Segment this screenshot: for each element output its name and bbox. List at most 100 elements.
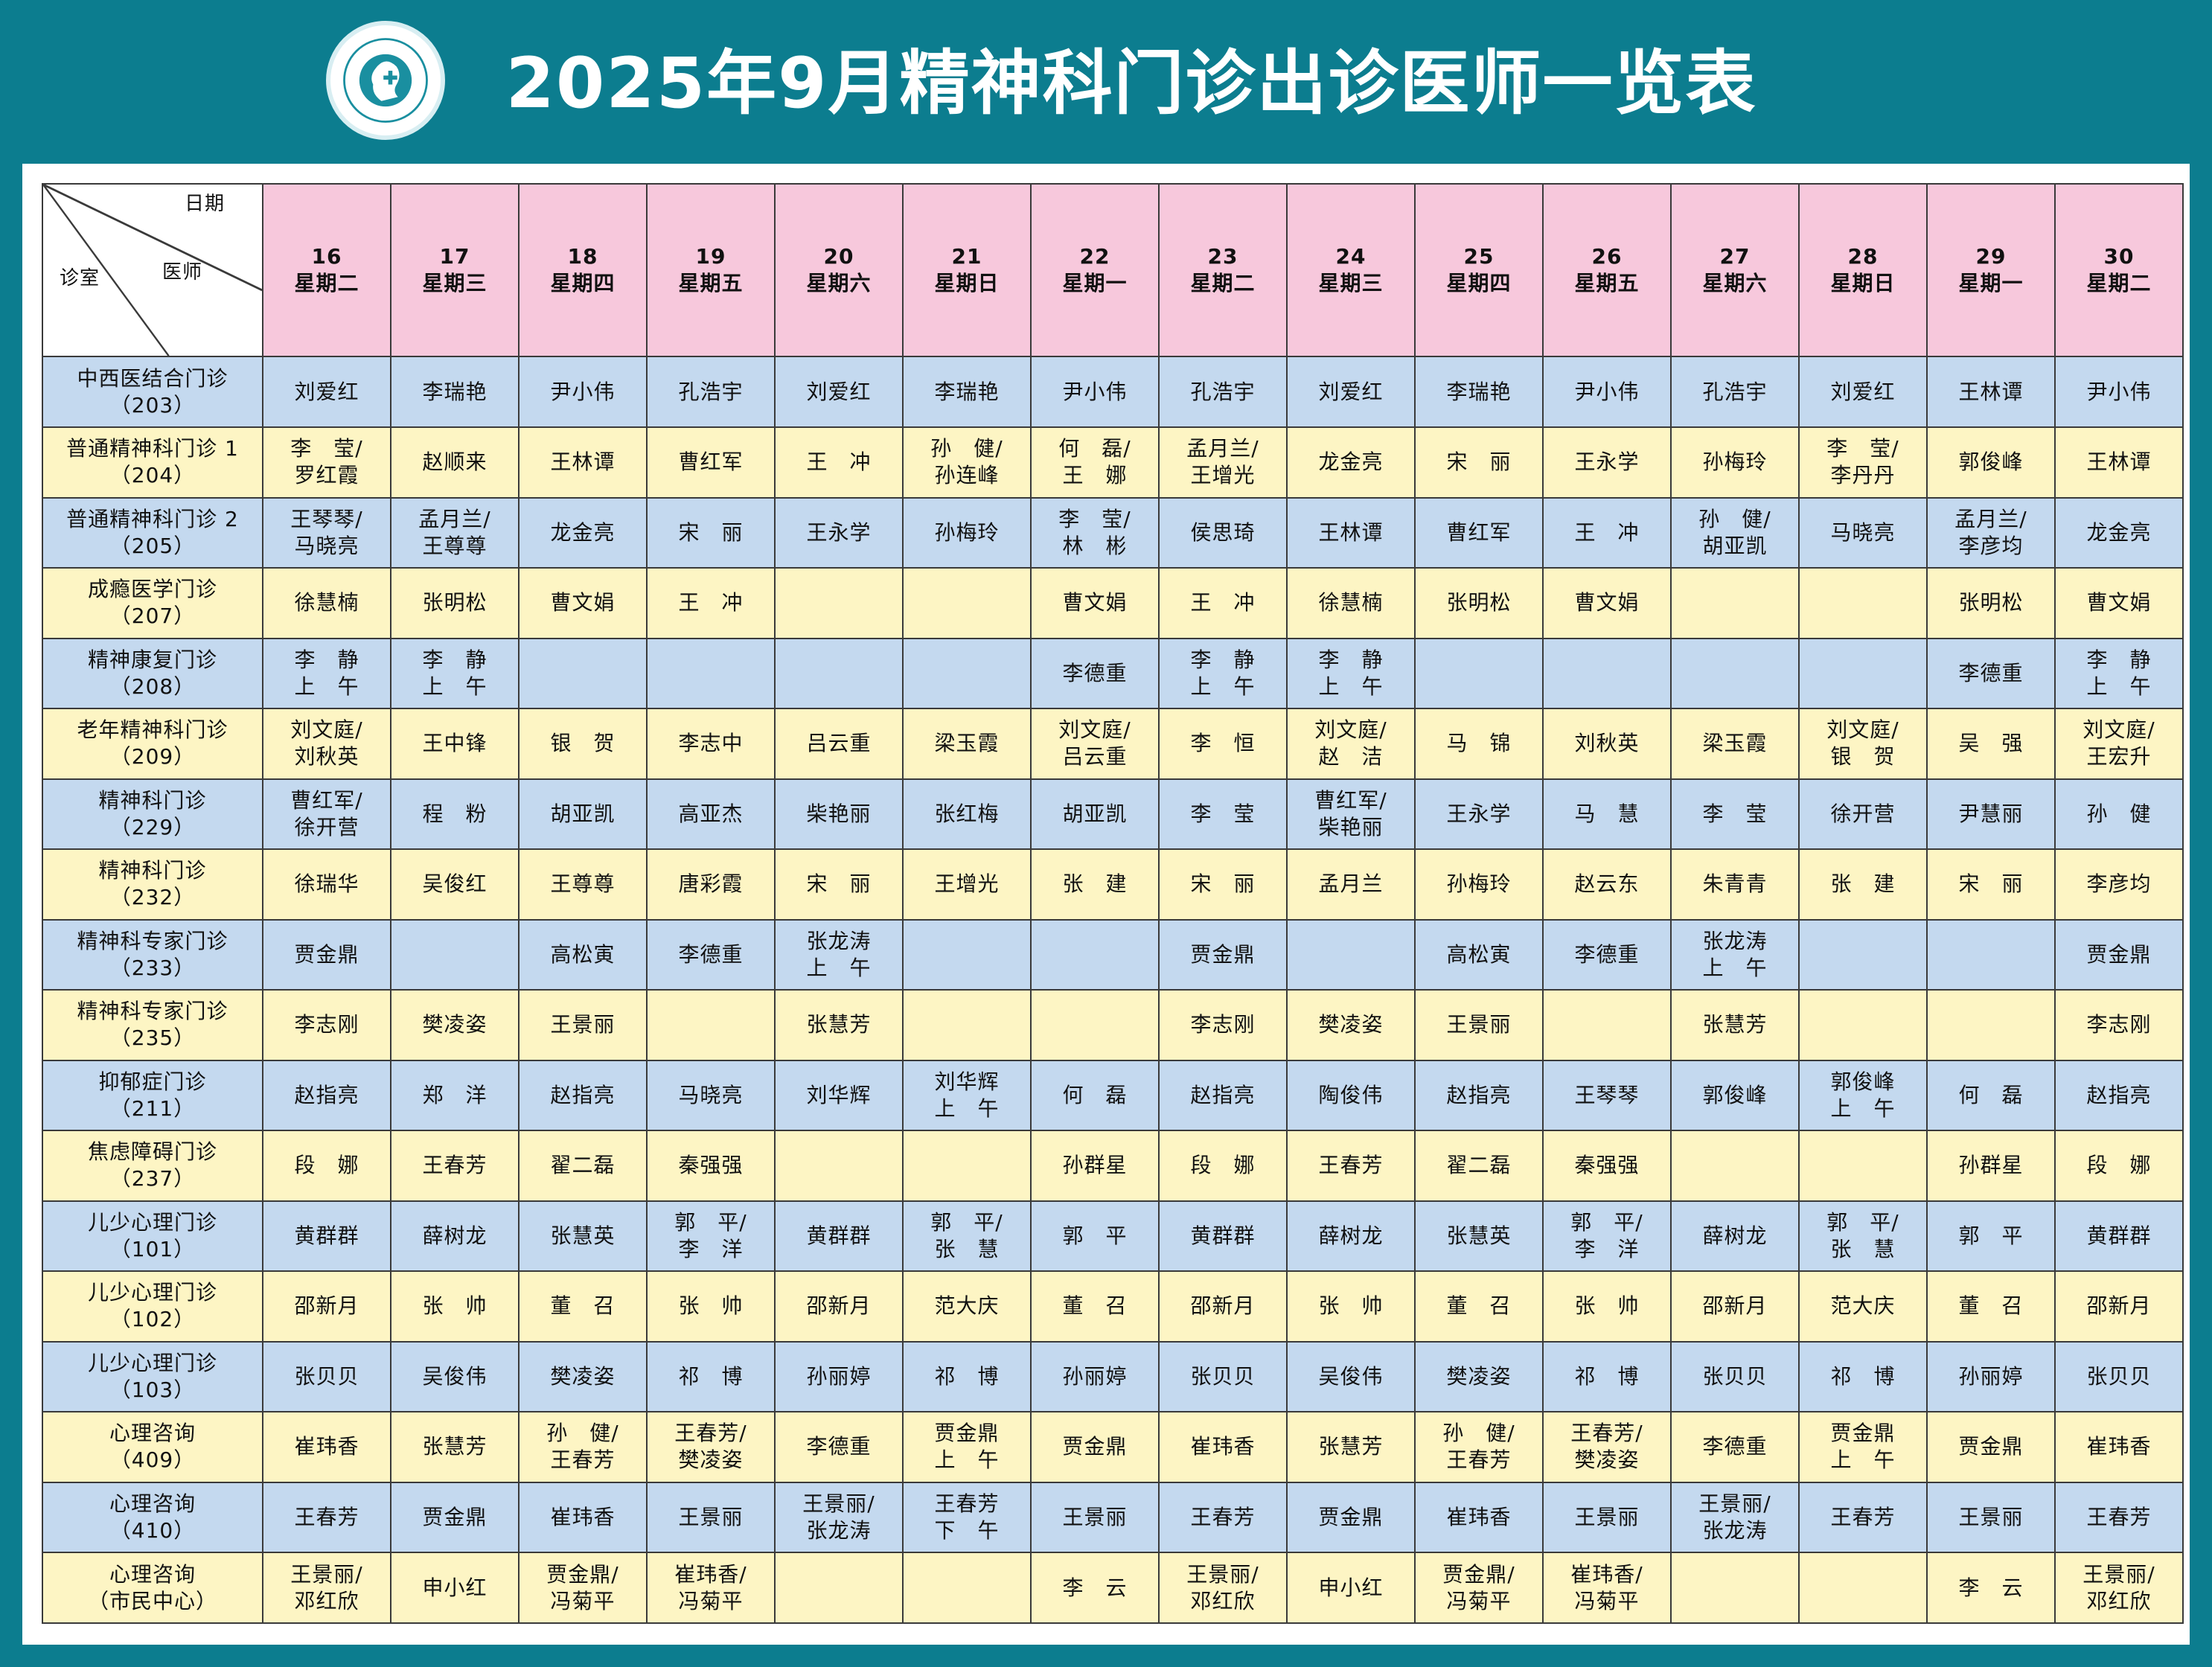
doctor-cell: 樊凌姿 <box>390 989 520 1061</box>
doctor-cell <box>1798 1130 1928 1202</box>
doctor-cell <box>1926 989 2056 1061</box>
doctor-cell: 马晓亮 <box>1798 496 1928 569</box>
day-number: 18 <box>567 244 598 269</box>
doctor-cell: 刘爱红 <box>1286 356 1416 428</box>
doctor-cell: 曹文娟 <box>1542 567 1672 639</box>
clinic-room-cell: 成瘾医学门诊 （207） <box>42 567 263 639</box>
doctor-cell: 银 贺 <box>518 708 648 780</box>
doctor-cell: 李 静 上 午 <box>390 637 520 710</box>
doctor-cell: 董 召 <box>1926 1270 2056 1343</box>
clinic-room-cell: 精神科门诊 （229） <box>42 778 263 851</box>
doctor-cell: 王景丽 <box>1542 1481 1672 1554</box>
doctor-cell <box>1670 1552 1800 1624</box>
doctor-cell: 张龙涛 上 午 <box>774 918 904 991</box>
doctor-cell: 孙群星 <box>1030 1130 1160 1202</box>
day-header: 20 星期六 <box>774 182 904 358</box>
doctor-cell: 尹慧丽 <box>1926 778 2056 851</box>
doctor-cell <box>1798 1552 1928 1624</box>
doctor-cell: 王春芳 <box>1798 1481 1928 1554</box>
doctor-cell: 崔玮香/ 冯菊平 <box>1542 1552 1672 1624</box>
doctor-cell: 郭 平/ 李 洋 <box>1542 1200 1672 1273</box>
doctor-cell: 王春芳 <box>262 1481 391 1554</box>
doctor-cell: 李德重 <box>1542 918 1672 991</box>
doctor-cell: 柴艳丽 <box>774 778 904 851</box>
corner-cell: 日期 医师 诊室 <box>42 182 263 358</box>
doctor-cell: 贾金鼎 <box>1158 918 1288 991</box>
doctor-cell: 段 娜 <box>1158 1130 1288 1202</box>
doctor-cell: 孙群星 <box>1926 1130 2056 1202</box>
table-row: 精神康复门诊 （208）李 静 上 午李 静 上 午李德重李 静 上 午李 静 … <box>42 637 2184 710</box>
doctor-cell <box>774 637 904 710</box>
doctor-cell: 王林谭 <box>518 426 648 499</box>
doctor-cell: 李德重 <box>774 1411 904 1483</box>
doctor-cell: 李 莹/ 林 彬 <box>1030 496 1160 569</box>
doctor-cell: 刘文庭/ 刘秋英 <box>262 708 391 780</box>
doctor-cell: 唐彩霞 <box>646 848 776 921</box>
doctor-cell: 张 帅 <box>1286 1270 1416 1343</box>
doctor-cell: 范大庆 <box>1798 1270 1928 1343</box>
table-row: 心理咨询 （市民中心） 王景丽/ 邓红欣 申小红 贾金鼎/ 冯菊平 崔玮香/ 冯菊平李 … <box>42 1552 2184 1624</box>
doctor-cell: 吕云重 <box>774 708 904 780</box>
doctor-cell: 申小红 <box>1286 1552 1416 1624</box>
doctor-cell: 宋 丽 <box>1158 848 1288 921</box>
doctor-cell: 曹红军 <box>646 426 776 499</box>
day-number: 24 <box>1335 244 1366 269</box>
doctor-cell <box>1798 637 1928 710</box>
doctor-cell: 郭 平 <box>1030 1200 1160 1273</box>
doctor-cell: 邵新月 <box>2054 1270 2184 1343</box>
doctor-cell: 李 莹 <box>1670 778 1800 851</box>
day-number: 23 <box>1207 244 1238 269</box>
doctor-cell: 梁玉霞 <box>902 708 1032 780</box>
doctor-cell: 曹红军/ 柴艳丽 <box>1286 778 1416 851</box>
clinic-room-cell: 儿少心理门诊 （103） <box>42 1340 263 1413</box>
doctor-cell: 赵顺来 <box>390 426 520 499</box>
doctor-cell: 张 帅 <box>1542 1270 1672 1343</box>
doctor-cell: 邵新月 <box>262 1270 391 1343</box>
doctor-cell: 王春芳 <box>390 1130 520 1202</box>
doctor-cell: 胡亚凯 <box>518 778 648 851</box>
doctor-cell: 崔玮香 <box>262 1411 391 1483</box>
doctor-cell: 曹文娟 <box>2054 567 2184 639</box>
doctor-cell: 孙丽婷 <box>1926 1340 2056 1413</box>
doctor-cell: 郭 平/ 张 慧 <box>902 1200 1032 1273</box>
doctor-cell: 赵指亮 <box>262 1059 391 1132</box>
doctor-cell: 孙丽婷 <box>774 1340 904 1413</box>
doctor-cell: 刘爱红 <box>774 356 904 428</box>
doctor-cell: 祁 博 <box>646 1340 776 1413</box>
doctor-cell: 郭俊峰 <box>1926 426 2056 499</box>
doctor-cell: 李志刚 <box>262 989 391 1061</box>
day-weekday: 星期六 <box>806 271 872 296</box>
doctor-cell: 董 召 <box>518 1270 648 1343</box>
doctor-cell <box>902 637 1032 710</box>
doctor-cell: 王林谭 <box>1286 496 1416 569</box>
doctor-cell: 张明松 <box>1926 567 2056 639</box>
day-number: 30 <box>2103 244 2135 269</box>
doctor-cell: 徐慧楠 <box>1286 567 1416 639</box>
doctor-cell: 孟月兰/ 王增光 <box>1158 426 1288 499</box>
table-row: 焦虑障碍门诊 （237）段 娜王春芳 翟二磊 秦强强 孙群星段 娜王春芳 翟二磊 秦强强孙… <box>42 1130 2184 1202</box>
clinic-room-cell: 儿少心理门诊 （101） <box>42 1200 263 1273</box>
doctor-cell: 段 娜 <box>2054 1130 2184 1202</box>
doctor-cell: 郭 平/ 李 洋 <box>646 1200 776 1273</box>
doctor-cell: 曹红军/ 徐开营 <box>262 778 391 851</box>
doctor-cell: 李 云 <box>1926 1552 2056 1624</box>
doctor-cell <box>902 1130 1032 1202</box>
doctor-cell: 王中锋 <box>390 708 520 780</box>
doctor-cell: 赵指亮 <box>1414 1059 1544 1132</box>
doctor-cell <box>902 989 1032 1061</box>
doctor-cell: 黄群群 <box>262 1200 391 1273</box>
doctor-cell: 王琴琴 <box>1542 1059 1672 1132</box>
doctor-cell: 程 粉 <box>390 778 520 851</box>
doctor-cell: 张红梅 <box>902 778 1032 851</box>
clinic-room-cell: 儿少心理门诊 （102） <box>42 1270 263 1343</box>
doctor-cell: 孙丽婷 <box>1030 1340 1160 1413</box>
doctor-cell: 祁 博 <box>902 1340 1032 1413</box>
clinic-room-cell: 精神康复门诊 （208） <box>42 637 263 710</box>
doctor-cell <box>1670 1130 1800 1202</box>
doctor-cell: 贾金鼎/ 冯菊平 <box>518 1552 648 1624</box>
day-number: 17 <box>439 244 470 269</box>
table-row: 中西医结合门诊 （203） 刘爱红 李瑞艳 尹小伟 孔浩宇 刘爱红 李瑞艳 尹小伟 孔浩宇 刘爱红… <box>42 356 2184 428</box>
doctor-cell: 陶俊伟 <box>1286 1059 1416 1132</box>
clinic-room-cell: 普通精神科门诊 1 （204） <box>42 426 263 499</box>
table-row: 普通精神科门诊 2 （205） 王琴琴/ 马晓亮 孟月兰/ 王尊尊 龙金亮宋 丽王永学… <box>42 496 2184 569</box>
